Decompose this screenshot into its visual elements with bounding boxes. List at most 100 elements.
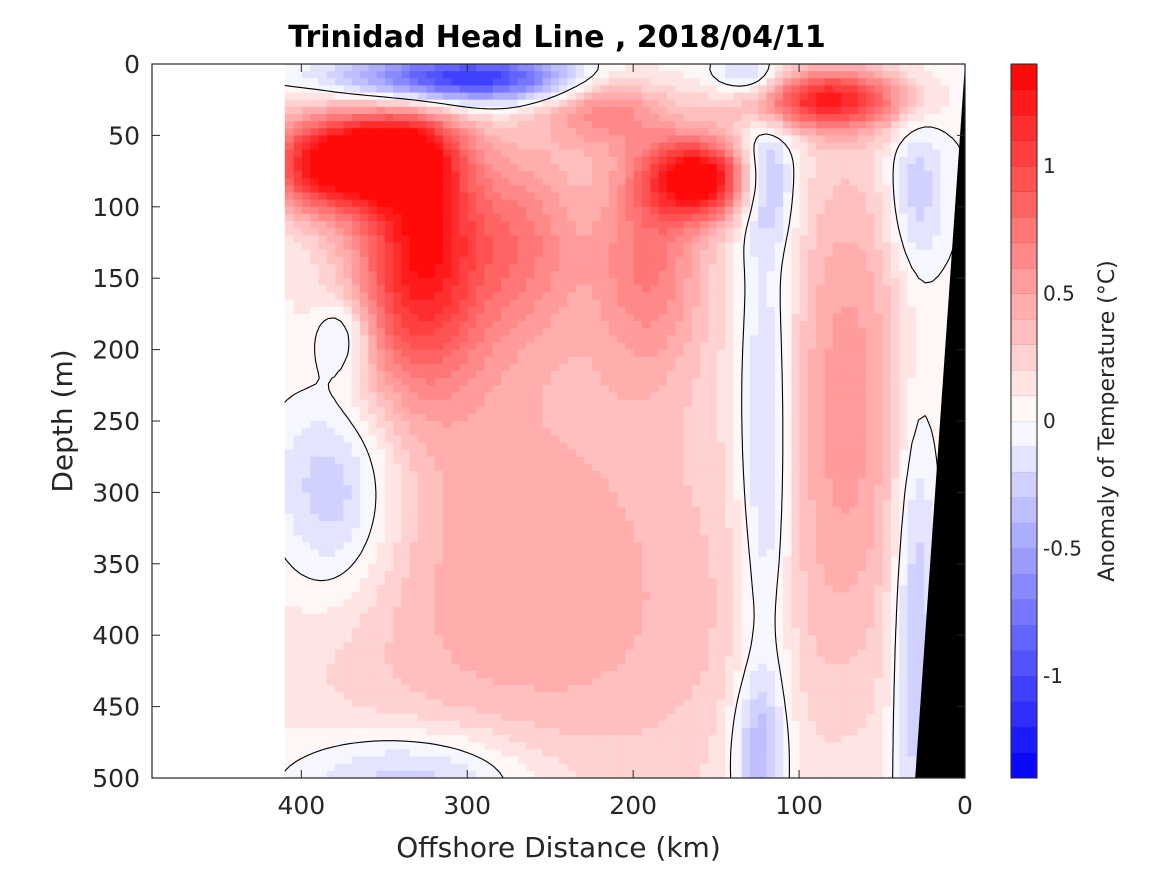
field-cell [840,542,850,551]
field-cell [674,313,684,322]
field-cell [624,492,634,501]
field-cell [682,413,692,422]
field-cell [832,442,842,451]
field-cell [616,485,626,493]
field-cell [873,306,883,315]
field-cell [616,113,626,122]
field-cell [857,713,867,722]
field-cell [832,92,842,101]
field-cell [774,328,784,336]
field-cell [807,549,817,558]
field-cell [857,349,867,358]
field-cell [782,578,792,586]
field-cell [906,670,916,679]
field-cell [774,492,784,501]
field-cell [915,285,925,294]
field-cell [707,192,717,201]
field-cell [931,335,941,344]
field-cell [649,620,659,629]
field-cell [815,263,825,272]
field-cell [575,113,584,122]
field-cell [558,278,568,286]
field-cell [682,199,692,208]
field-cell [724,263,734,272]
field-cell [807,278,817,286]
field-cell [882,128,891,136]
field-cell [608,128,618,136]
field-cell [724,649,734,658]
field-cell [890,549,900,558]
field-cell [691,149,701,158]
field-cell [691,64,701,72]
field-cell [691,570,701,579]
field-cell [658,485,667,493]
field-cell [550,428,560,436]
field-cell [823,149,833,158]
field-cell [840,499,850,508]
field-cell [782,456,792,465]
field-cell [691,742,701,751]
field-cell [931,342,941,351]
field-cell [865,628,875,636]
field-cell [691,478,701,486]
field-cell [682,235,692,244]
field-cell [649,292,659,301]
field-cell [873,628,883,636]
field-cell [741,685,750,693]
field-cell [823,399,833,408]
field-cell [633,699,643,708]
field-cell [616,292,626,301]
field-cell [699,363,709,372]
field-cell [749,121,759,129]
field-cell [757,749,767,758]
field-cell [890,228,900,236]
field-cell [765,399,775,408]
field-cell [799,549,808,558]
field-cell [558,149,568,158]
field-cell [732,385,742,394]
field-cell [865,635,875,643]
field-cell [674,742,684,751]
field-cell [575,613,584,622]
field-cell [857,678,867,686]
field-cell [882,142,891,151]
field-cell [848,263,858,272]
field-cell [799,278,808,286]
field-cell [923,492,933,501]
field-cell [649,171,659,179]
field-cell [807,64,817,72]
field-cell [583,406,593,415]
field-cell [641,428,651,436]
field-cell [699,242,709,251]
field-cell [682,649,692,658]
field-cell [724,542,734,551]
field-cell [848,192,858,201]
field-cell [915,313,925,322]
field-cell [616,256,626,265]
field-cell [649,570,659,579]
field-cell [624,206,634,215]
field-cell [649,278,659,286]
field-cell [865,121,875,129]
field-cell [732,406,742,415]
field-cell [649,206,659,215]
field-cell [707,606,717,615]
field-cell [558,163,568,172]
field-cell [906,728,916,736]
field-cell [906,720,916,729]
field-cell [641,763,651,772]
field-cell [633,199,643,208]
field-cell [691,92,701,101]
field-cell [699,299,709,308]
field-cell [865,292,875,301]
field-cell [741,71,750,79]
field-cell [599,528,609,536]
field-cell [649,142,659,151]
field-cell [807,399,817,408]
field-cell [732,678,742,686]
field-cell [882,699,891,708]
field-cell [575,528,584,536]
field-cell [550,256,560,265]
field-cell [591,106,601,115]
field-cell [749,685,759,693]
